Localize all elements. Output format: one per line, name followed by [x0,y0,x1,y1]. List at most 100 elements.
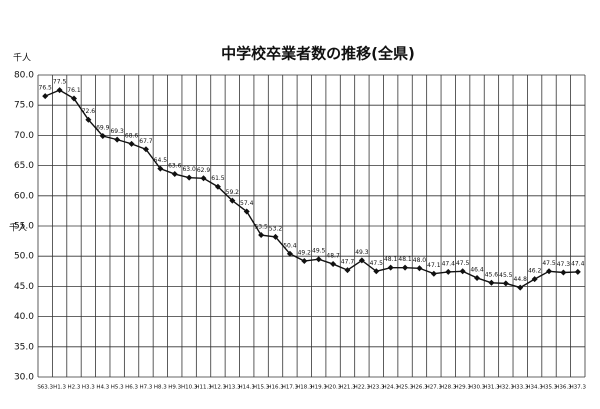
y-tick-label: 45.0 [14,282,34,292]
data-point [229,197,236,204]
x-tick-label: H28.3 [440,385,457,391]
y-tick-label: 65.0 [14,161,34,171]
x-tick-label: H17.3 [282,385,299,391]
data-label: 48.0 [413,257,427,264]
x-tick-label: H15.3 [253,385,270,391]
x-tick-label: H2.3 [68,385,81,391]
data-label: 47.1 [427,262,441,269]
data-label: 53.2 [269,225,283,232]
data-label: 48.7 [326,253,340,260]
data-point [272,233,279,240]
x-tick-label: H22.3 [354,385,371,391]
data-label: 47.7 [341,259,355,266]
unit-label: 千人 [13,53,31,64]
data-point [546,268,553,275]
y-tick-label: 55.0 [14,222,34,232]
data-point [42,93,49,100]
x-tick-label: H9.3 [168,385,181,391]
data-point [171,171,178,178]
data-label: 48.1 [398,256,412,263]
x-tick-label: H35.3 [541,385,558,391]
chart-title: 中学校卒業者数の推移(全県) [221,45,415,63]
data-label: 45.6 [485,271,499,278]
data-point [445,268,452,275]
x-tick-label: H29.3 [454,385,471,391]
data-point [301,258,308,265]
data-label: 47.5 [456,260,470,267]
x-tick-label: H30.3 [469,385,486,391]
data-label: 63.0 [182,166,196,173]
x-tick-label: H13.3 [224,385,241,391]
data-label: 59.2 [226,189,240,196]
y-tick-label: 30.0 [14,373,34,383]
data-label: 49.3 [355,249,369,256]
data-label: 68.6 [125,132,139,139]
data-label: 64.5 [154,157,168,164]
x-tick-label: H7.3 [140,385,153,391]
data-line [44,89,578,289]
x-tick-label: H1.3 [53,385,66,391]
data-label: 61.5 [211,175,225,182]
x-tick-label: H5.3 [111,385,124,391]
x-tick-label: S63.3 [37,385,53,391]
data-point [56,87,63,94]
x-tick-label: H27.3 [426,385,443,391]
x-tick-label: H37.3 [570,385,587,391]
x-tick-label: H8.3 [154,385,167,391]
x-tick-label: H6.3 [125,385,138,391]
x-tick-label: H19.3 [311,385,328,391]
data-point [315,256,322,263]
data-label: 47.4 [442,260,456,267]
x-tick-label: H10.3 [181,385,198,391]
data-point [114,136,121,143]
x-tick-label: H36.3 [555,385,572,391]
data-label: 47.4 [571,260,585,267]
data-point [402,264,409,271]
data-label: 45.5 [499,272,513,279]
y-tick-label: 70.0 [14,131,34,141]
y-tick-label: 60.0 [14,191,34,201]
data-point [142,146,149,153]
data-point [344,267,351,274]
data-point [430,270,437,277]
data-label: 49.5 [312,248,326,255]
data-point [574,268,581,275]
x-tick-label: H3.3 [82,385,95,391]
data-label: 46.2 [528,268,542,275]
data-label: 47.5 [542,260,556,267]
data-label: 76.5 [39,85,53,92]
data-label: 72.6 [82,108,96,115]
data-point [358,257,365,264]
y-tick-label: 80.0 [14,71,34,81]
x-tick-label: H20.3 [325,385,342,391]
y-tick-label: 75.0 [14,101,34,111]
data-point [243,208,250,215]
x-tick-label: H21.3 [339,385,356,391]
data-label: 77.5 [53,79,67,86]
data-label: 48.1 [384,256,398,263]
data-point [459,268,466,275]
data-point [286,250,293,257]
data-label: 57.4 [240,200,254,207]
x-tick-label: H32.3 [498,385,515,391]
x-tick-label: H14.3 [239,385,256,391]
data-point [70,95,77,102]
data-point [387,264,394,271]
unit-label: 千人 [9,223,27,234]
x-tick-label: H34.3 [526,385,543,391]
data-label: 46.4 [470,266,484,273]
data-point [99,133,106,140]
data-point [200,175,207,182]
x-tick-label: H26.3 [411,385,428,391]
x-tick-label: H24.3 [382,385,399,391]
data-point [214,183,221,190]
data-label: 67.7 [139,138,153,145]
data-point [531,276,538,283]
data-point [474,274,481,281]
data-point [186,174,193,181]
data-point [560,269,567,276]
data-label: 49.2 [298,250,312,257]
data-point [416,265,423,272]
data-label: 53.5 [254,224,268,231]
data-label: 50.4 [283,242,297,249]
